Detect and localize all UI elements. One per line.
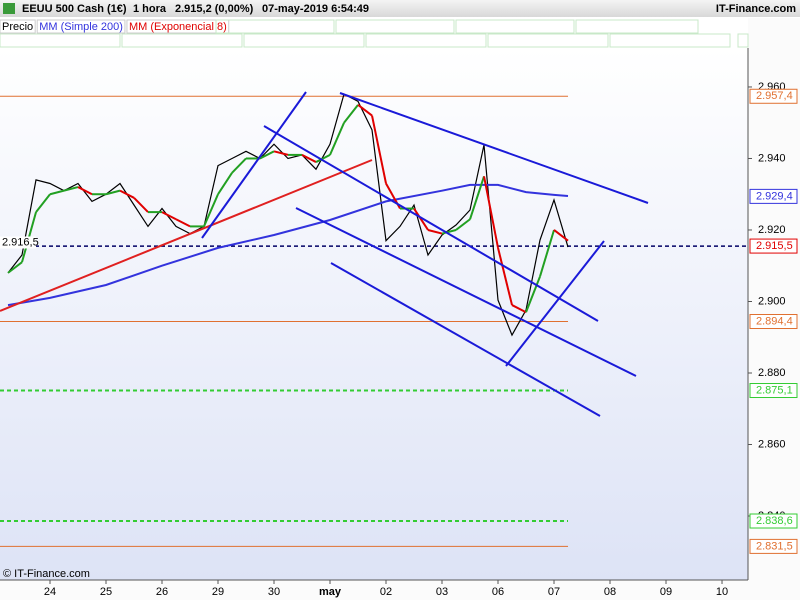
ema-segment <box>77 186 93 196</box>
x-tick-label: 30 <box>268 586 280 598</box>
y-tick-label: 2.900 <box>758 295 786 307</box>
level-label: 2.957,4 <box>756 90 793 102</box>
trendlines <box>0 91 649 417</box>
ema-segment <box>343 104 359 124</box>
ema-segment <box>497 247 513 306</box>
legend-entry: Precio <box>2 21 33 33</box>
level-label: 2.831,5 <box>756 540 793 552</box>
instrument: EEUU 500 Cash (1€) <box>22 3 127 15</box>
axis-area <box>0 580 748 600</box>
x-tick-label: 03 <box>436 586 448 598</box>
y-tick-label: 2.860 <box>758 438 786 450</box>
ema-segment <box>455 218 471 231</box>
level-box <box>749 383 798 399</box>
icon <box>3 3 15 14</box>
ema-segment <box>175 218 191 228</box>
level-label: 2.929,4 <box>756 190 793 202</box>
ema-segment <box>63 186 79 192</box>
legend-box <box>36 19 126 34</box>
axis-area <box>748 18 800 600</box>
legend-placeholders <box>0 19 749 48</box>
ema-segment <box>357 104 373 117</box>
ema-segment <box>119 189 135 199</box>
ema-segment <box>469 176 485 220</box>
ema-segment <box>273 150 289 156</box>
level-box <box>749 188 798 204</box>
ema-segment <box>539 229 555 277</box>
last-price: 2.915,2 (0,00%) <box>175 3 254 15</box>
level-label: 2.894,4 <box>756 315 793 327</box>
cursor-box <box>0 236 36 249</box>
level-box <box>749 238 798 254</box>
ema-segment <box>259 150 275 160</box>
ema-segment <box>371 115 387 184</box>
sma-line <box>7 183 569 307</box>
x-tick-label: 09 <box>660 586 672 598</box>
x-tick-label: 02 <box>380 586 392 598</box>
x-tick-label: 26 <box>156 586 168 598</box>
level-label: 2.875,1 <box>756 384 793 396</box>
datetime: 07-may-2019 6:54:49 <box>262 3 369 15</box>
legend-entry: MM (Simple 200) <box>39 21 123 33</box>
level-label: 2.838,6 <box>756 515 793 527</box>
legend: Precio MM (Simple 200) MM (Exponencial 8) <box>0 19 230 34</box>
level-box <box>749 88 798 104</box>
ema-segment <box>231 157 247 174</box>
x-tick-label: may <box>319 586 342 598</box>
site: IT-Finance.com <box>716 3 796 15</box>
ema-segment <box>301 154 317 163</box>
layers: 2.8402.8602.8802.9002.9202.9402.96024252… <box>0 81 786 598</box>
copyright: © IT-Finance.com <box>3 568 90 580</box>
ema-segment <box>483 176 499 249</box>
level-label: 2.915,5 <box>756 240 793 252</box>
cursor-label: 2.916,5 <box>2 236 39 248</box>
x-tick-label: 10 <box>716 586 728 598</box>
ema-segment <box>161 211 177 221</box>
level-box <box>749 538 798 554</box>
legend-box <box>126 19 230 34</box>
y-tick-label: 2.880 <box>758 367 786 379</box>
ema-segment <box>315 154 331 163</box>
timeframe: 1 hora <box>133 3 167 15</box>
ema-segment <box>7 261 23 274</box>
x-tick-label: 24 <box>44 586 56 598</box>
ema-segment <box>329 122 345 156</box>
x-tick-label: 06 <box>492 586 504 598</box>
plot-area <box>0 48 748 580</box>
ema-segment <box>133 197 149 213</box>
legend-entry: MM (Exponencial 8) <box>129 21 227 33</box>
price-line <box>7 93 569 337</box>
ema-segment <box>441 229 457 235</box>
ema-segment <box>525 276 541 313</box>
x-tick-label: 07 <box>548 586 560 598</box>
level-box <box>749 513 798 529</box>
ema-segment <box>105 189 121 196</box>
ema-segment <box>553 229 569 242</box>
ema-segment <box>35 193 51 213</box>
header-bar <box>0 0 800 17</box>
x-tick-label: 29 <box>212 586 224 598</box>
ema-segment <box>49 189 65 196</box>
x-tick-label: 08 <box>604 586 616 598</box>
ema-segment <box>203 193 219 227</box>
ema-segment <box>427 229 443 235</box>
ema-segment <box>511 304 527 314</box>
legend-box <box>0 19 36 34</box>
y-tick-label: 2.920 <box>758 224 786 236</box>
level-box <box>749 314 798 330</box>
x-tick-label: 25 <box>100 586 112 598</box>
ema-segment <box>217 172 233 195</box>
y-tick-label: 2.940 <box>758 152 786 164</box>
ema-segment <box>413 207 429 231</box>
